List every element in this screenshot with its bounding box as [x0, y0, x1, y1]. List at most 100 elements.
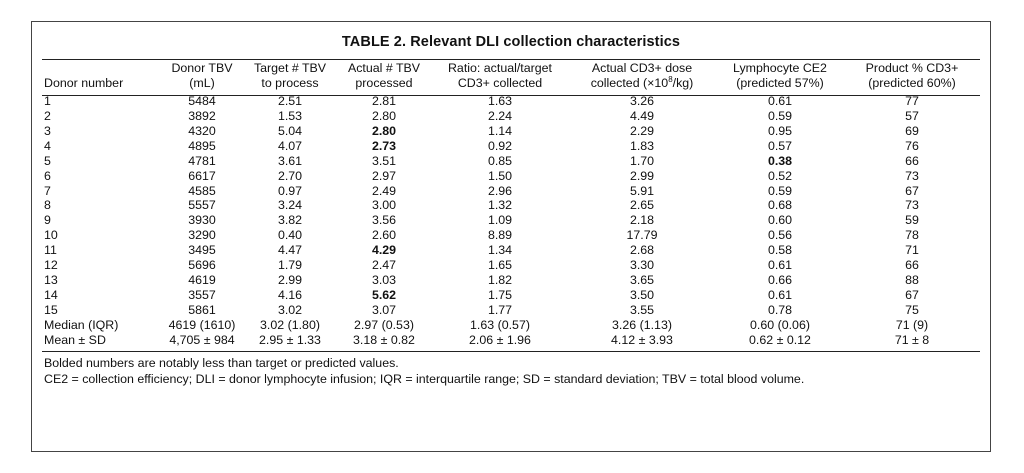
row-label: 14 [44, 287, 58, 302]
table-cell: 2.80 [336, 124, 432, 139]
table-cell: 1.50 [487, 168, 513, 183]
column-header-line2: (predicted 60%) [868, 76, 956, 90]
table-cell: 0.68 [767, 198, 793, 213]
table-cell: 4.12 ± 3.93 [611, 333, 673, 348]
table-cell: 0.60 [767, 213, 793, 228]
table-cell: 0.66 [767, 272, 793, 287]
table-cell: 0.59 [767, 183, 793, 198]
column-header-line2: collected (×10 [590, 76, 669, 90]
bold-value: 2.73 [371, 138, 397, 153]
column-header: Product % CD3+ (predicted 60%) [844, 60, 980, 94]
table-cell: 5557 [188, 198, 216, 213]
table-cell: 0.92 [487, 138, 513, 153]
table-cell: 3.65 [629, 272, 655, 287]
row-label: 1 [44, 94, 51, 109]
table-cell: 0.57 [767, 138, 793, 153]
table-cell: 3.18 ± 0.82 [353, 333, 415, 348]
table-cell: 67 [905, 183, 919, 198]
table-cell: 4.49 [629, 109, 655, 124]
table-cell: 71 ± 8 [894, 333, 930, 348]
bold-value: 5.62 [371, 287, 397, 302]
table-cell: 0.85 [487, 153, 513, 168]
table-cell: 0.38 [716, 154, 844, 169]
table-cell: 1.34 [487, 243, 513, 258]
table-cell: 4,705 ± 984 [169, 333, 235, 348]
row-label: 9 [44, 213, 51, 228]
table-header: Donor number Donor TBV (mL) Target # TBV to … [42, 60, 980, 94]
column-header-line1: Lymphocyte CE2 [733, 61, 827, 75]
table-cell: 2.68 [629, 243, 655, 258]
table-cell: 59 [905, 213, 919, 228]
table-cell: 0.61 [767, 258, 793, 273]
table-cell: 4.16 [277, 287, 303, 302]
row-label: 2 [44, 109, 51, 124]
table-cell: 3.56 [371, 213, 397, 228]
table-row: 4 4895 4.07 2.73 0.92 1.83 0.57 76 [42, 139, 980, 154]
table-cell: 1.70 [629, 153, 655, 168]
table-cell: 6617 [188, 168, 216, 183]
column-header-line2: CD3+ collected [457, 76, 543, 90]
row-label: 10 [44, 228, 58, 243]
table-cell: 88 [905, 272, 919, 287]
table-cell: 0.40 [277, 228, 303, 243]
table-cell: 57 [905, 109, 919, 124]
footnotes: Bolded numbers are notably less than tar… [44, 355, 804, 387]
table-cell: 2.24 [487, 109, 513, 124]
table-cell: 66 [905, 258, 919, 273]
footnote-abbreviations: CE2 = collection efficiency; DLI = donor… [44, 372, 805, 387]
row-label: 13 [44, 272, 58, 287]
column-header-line1: Product % CD3+ [865, 61, 959, 75]
table-cell: 3.55 [629, 302, 655, 317]
table-cell: 4619 [188, 272, 216, 287]
row-label: 7 [44, 183, 51, 198]
table-cell: 76 [905, 138, 919, 153]
table-cell: 3.26 [629, 94, 655, 109]
column-header: Actual # TBV processed [336, 60, 432, 94]
table-row: 7 4585 0.97 2.49 2.96 5.91 0.59 67 [42, 183, 980, 198]
column-header-line1: Actual CD3+ dose [591, 61, 693, 75]
table-cell: 1.63 [487, 94, 513, 109]
column-header-line1: Actual # TBV [347, 61, 421, 75]
column-header-line1: Donor TBV [171, 61, 233, 75]
column-header-line2: processed [355, 76, 413, 90]
table-cell: 3.02 [277, 302, 303, 317]
column-header-line2: (predicted 57%) [736, 76, 824, 90]
row-label: Mean ± SD [44, 333, 106, 348]
row-label: Median (IQR) [44, 317, 119, 332]
table-cell: 71 [905, 243, 919, 258]
table-row: 6 6617 2.70 2.97 1.50 2.99 0.52 73 [42, 168, 980, 183]
column-header: Target # TBV to process [244, 60, 336, 94]
table-cell: 5.04 [277, 124, 303, 139]
table-row: 12 5696 1.79 2.47 1.65 3.30 0.61 66 [42, 258, 980, 273]
table-cell: 3.07 [371, 302, 397, 317]
table-cell: 4.47 [277, 243, 303, 258]
table-cell: 0.56 [767, 228, 793, 243]
table-cell: 2.51 [277, 94, 303, 109]
table-cell: 0.61 [767, 94, 793, 109]
table-cell: 71 (9) [895, 317, 929, 332]
table-cell: 0.60 (0.06) [750, 317, 810, 332]
table-cell: 3.82 [277, 213, 303, 228]
table-cell: 3.61 [277, 153, 303, 168]
row-label: 12 [44, 258, 58, 273]
table-cell: 2.47 [371, 258, 397, 273]
bold-value: 0.38 [767, 153, 793, 168]
table-cell: 2.97 (0.53) [354, 317, 414, 332]
table-cell: 4320 [188, 124, 216, 139]
table-cell: 1.79 [277, 258, 303, 273]
row-label: 15 [44, 302, 58, 317]
table-cell: 0.59 [767, 109, 793, 124]
table-cell: 1.75 [487, 287, 513, 302]
table-cell: 0.58 [767, 243, 793, 258]
column-header-line1: Target # TBV [253, 61, 327, 75]
table-cell: 3.50 [629, 287, 655, 302]
table-cell: 3290 [188, 228, 216, 243]
table-cell: 78 [905, 228, 919, 243]
table-cell: 2.97 [371, 168, 397, 183]
table-row: 3 4320 5.04 2.80 1.14 2.29 0.95 69 [42, 124, 980, 139]
column-header-line2-tail: /kg) [672, 76, 694, 90]
table-cell: 66 [905, 153, 919, 168]
table-cell: 3.30 [629, 258, 655, 273]
column-header: Lymphocyte CE2 (predicted 57%) [716, 60, 844, 94]
table-cell: 77 [905, 94, 919, 109]
